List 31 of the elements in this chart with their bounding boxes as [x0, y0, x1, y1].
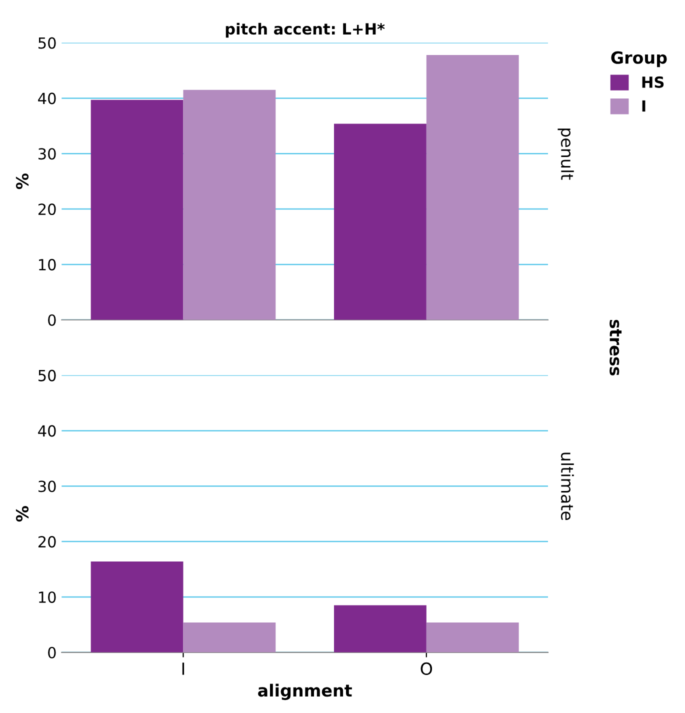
y-tick-label: 20: [38, 204, 56, 216]
y-axis-title: %: [16, 174, 29, 190]
bar: [334, 124, 426, 320]
bar: [426, 54, 519, 320]
y-tick-label: 30: [38, 148, 56, 160]
y-axis-title: %: [16, 506, 29, 522]
y-tick-label: 10: [39, 258, 56, 270]
legend-label: HS: [642, 76, 664, 88]
bar: [183, 622, 276, 652]
y-tick-label: 0: [48, 646, 56, 658]
y2-axis-title: ultimate: [560, 452, 574, 520]
bar: [183, 90, 276, 320]
legend-title: Group: [611, 51, 667, 68]
bar: [90, 562, 184, 652]
y2-axis-title: penult: [558, 128, 574, 180]
y-tick-label: 0: [48, 314, 56, 326]
y-tick-label: 50: [38, 370, 56, 382]
chart-title: pitch accent: L+H*: [226, 22, 385, 38]
y-tick-label: 20: [38, 536, 56, 548]
y-tick-label: 40: [38, 425, 56, 437]
x-tick-label: O: [420, 662, 432, 676]
y-tick-label: 30: [38, 480, 56, 492]
y-tick-label: 50: [38, 37, 56, 49]
legend-label: I: [642, 100, 646, 112]
y-tick-label: 40: [38, 92, 56, 104]
bar: [90, 100, 184, 320]
text: stress: [610, 320, 622, 376]
bar: [426, 622, 519, 652]
y-tick-label: 10: [39, 591, 56, 603]
x-axis-title: alignment: [258, 684, 352, 700]
bar: [334, 605, 426, 652]
